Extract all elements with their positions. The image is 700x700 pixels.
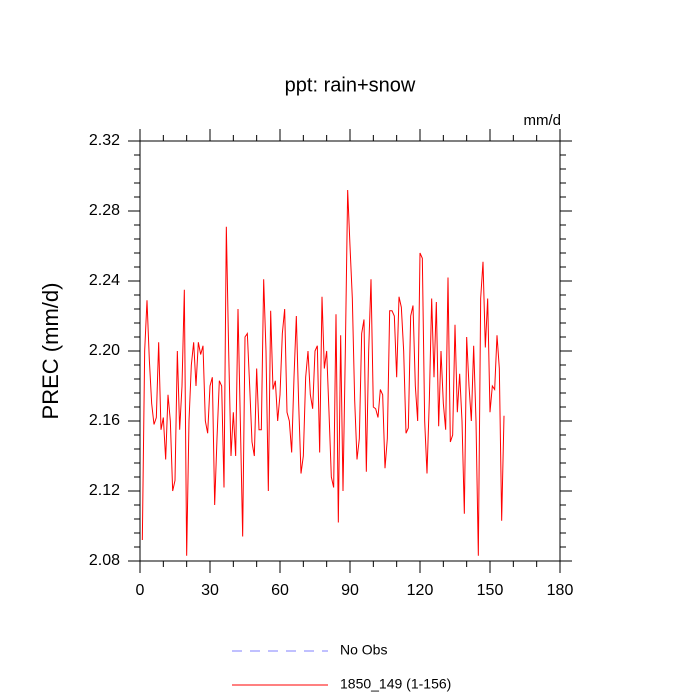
x-tick-label: 0	[136, 582, 145, 599]
y-tick-label: 2.08	[89, 552, 120, 569]
y-tick-label: 2.20	[89, 342, 120, 359]
y-tick-label: 2.16	[89, 412, 120, 429]
units-label: mm/d	[524, 112, 562, 129]
y-tick-label: 2.32	[89, 132, 120, 149]
data-line	[141, 189, 505, 556]
x-tick-label: 30	[201, 582, 219, 599]
x-tick-label: 120	[407, 582, 434, 599]
chart-title: ppt: rain+snow	[285, 74, 416, 96]
y-tick-label: 2.24	[89, 272, 120, 289]
x-tick-label: 180	[547, 582, 574, 599]
y-tick-label: 2.28	[89, 202, 120, 219]
x-tick-label: 150	[477, 582, 504, 599]
x-tick-label: 60	[271, 582, 289, 599]
legend-label: 1850_149 (1-156)	[340, 676, 451, 692]
legend-label: No Obs	[340, 642, 387, 658]
x-tick-label: 90	[341, 582, 359, 599]
y-tick-label: 2.12	[89, 482, 120, 499]
y-axis-label: PREC (mm/d)	[38, 283, 63, 420]
